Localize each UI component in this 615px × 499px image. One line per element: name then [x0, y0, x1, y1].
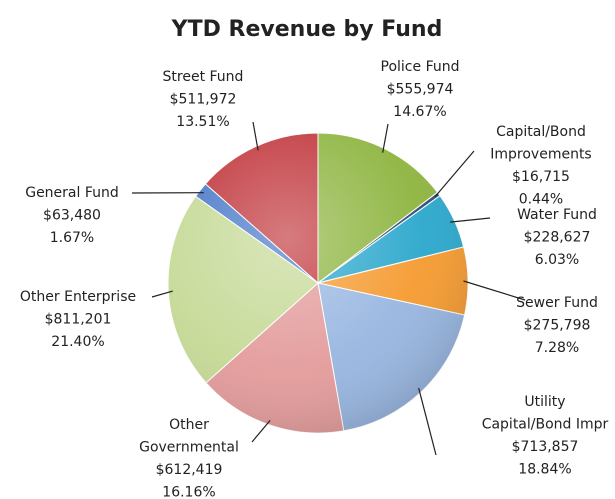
data-label-value: $555,974 — [387, 82, 454, 98]
data-label-percent: 13.51% — [176, 114, 229, 130]
data-label-percent: 6.03% — [535, 252, 579, 268]
data-label-name: Other Enterprise — [20, 289, 136, 305]
chart-title: YTD Revenue by Fund — [171, 17, 443, 42]
leader-line — [382, 123, 389, 153]
data-label-name: Utility Capital/Bond Impr — [482, 394, 609, 433]
data-label-value: $228,627 — [524, 230, 591, 246]
data-label-name: Water Fund — [517, 207, 597, 223]
leader-line — [450, 217, 491, 223]
data-label-percent: 1.67% — [50, 230, 94, 246]
data-label-name: Police Fund — [381, 59, 460, 75]
leader-line — [151, 290, 173, 298]
data-label-percent: 21.40% — [51, 334, 104, 350]
data-label-percent: 14.67% — [393, 104, 446, 120]
data-label-value: $16,715 — [512, 169, 570, 185]
data-label-value: $63,480 — [43, 208, 101, 224]
data-label-value: $511,972 — [170, 92, 237, 108]
data-label-percent: 16.16% — [162, 485, 215, 499]
data-label-value: $612,419 — [156, 462, 223, 478]
leader-line — [434, 150, 475, 198]
data-label-name: Other Governmental — [139, 417, 239, 456]
pie — [167, 132, 469, 434]
data-label-name: Capital/Bond Improvements — [490, 124, 591, 163]
data-label-percent: 0.44% — [519, 192, 563, 208]
leader-line — [463, 280, 526, 301]
data-label-name: General Fund — [25, 185, 119, 201]
data-label-percent: 18.84% — [518, 462, 571, 478]
data-label-name: Sewer Fund — [516, 295, 598, 311]
leader-line — [418, 387, 437, 456]
leader-line — [252, 121, 259, 151]
data-label-value: $811,201 — [45, 312, 112, 328]
data-label-value: $275,798 — [524, 318, 591, 334]
leader-line — [251, 420, 271, 443]
data-label-percent: 7.28% — [535, 340, 579, 356]
data-label-name: Street Fund — [163, 69, 244, 85]
data-label-value: $713,857 — [512, 439, 579, 455]
